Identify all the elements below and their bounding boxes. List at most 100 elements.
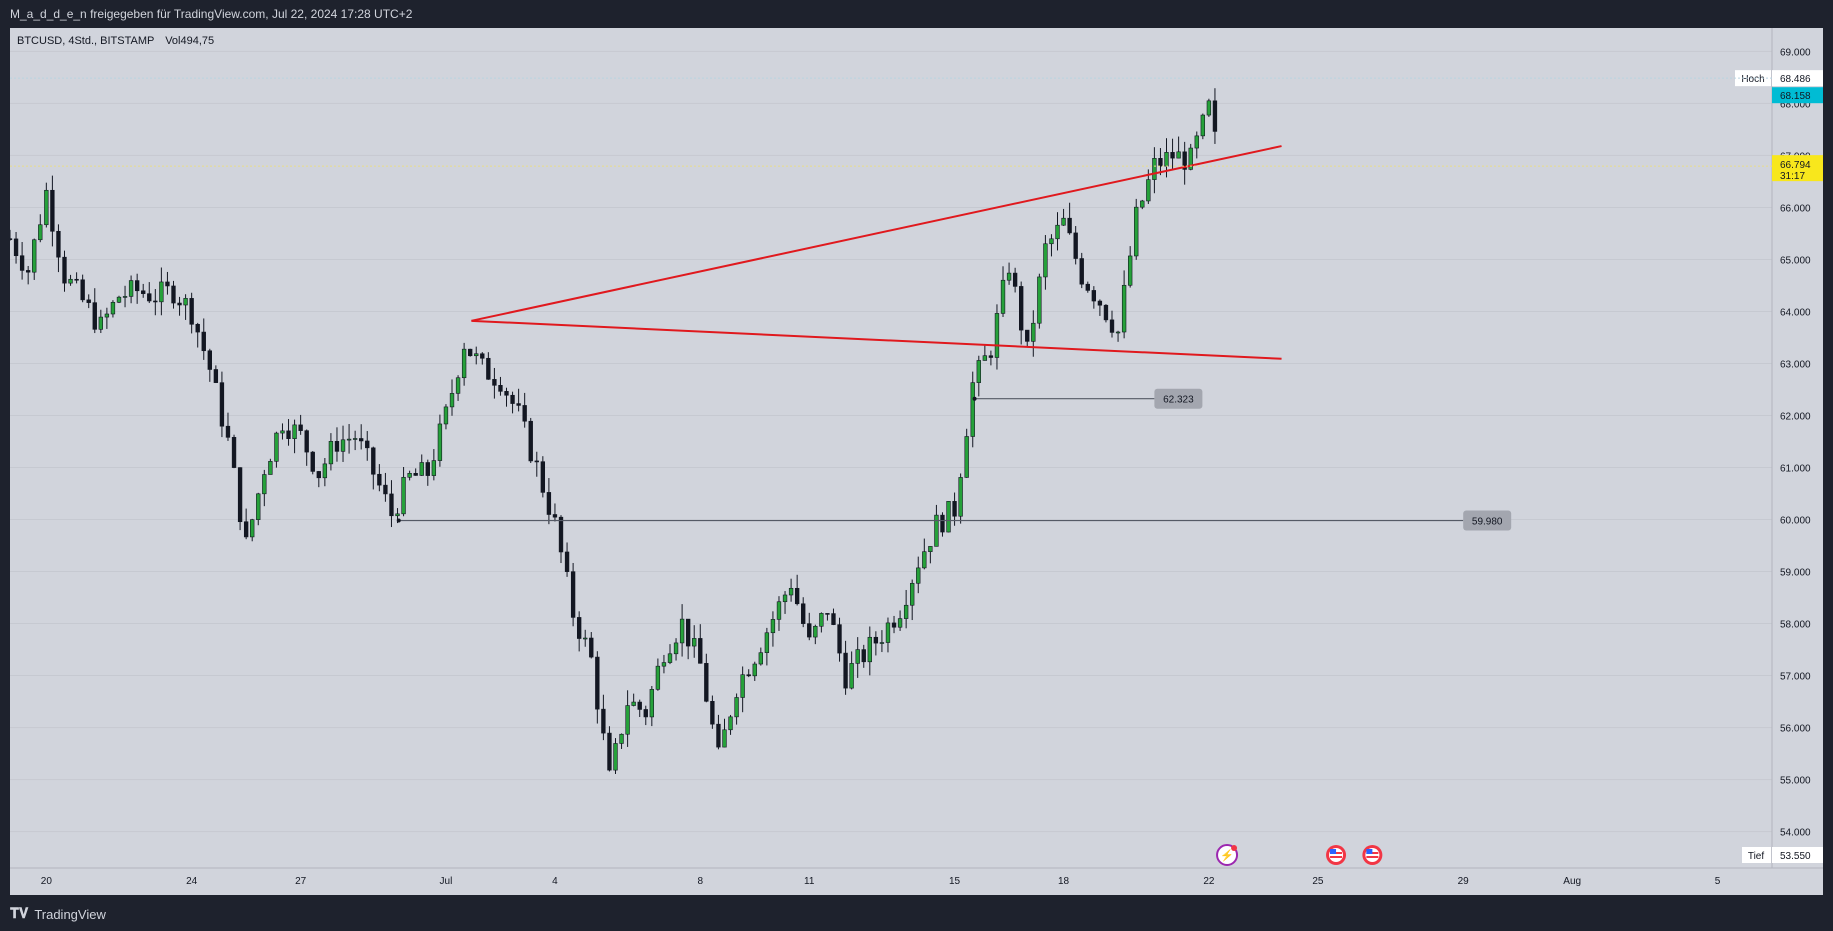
y-tick-label: 59.000	[1780, 568, 1811, 579]
candle	[310, 451, 315, 472]
candle	[867, 636, 872, 663]
candle	[643, 709, 648, 718]
candle	[256, 493, 261, 520]
candle	[613, 743, 618, 771]
symbol-legend: BTCUSD, 4Std., BITSTAMP Vol494,75	[17, 35, 214, 47]
candle	[595, 656, 600, 710]
candle	[322, 463, 328, 479]
candle	[952, 501, 957, 517]
candle	[189, 298, 194, 325]
candle	[274, 432, 279, 462]
candle	[1152, 158, 1157, 180]
y-tick-label: 57.000	[1780, 672, 1811, 683]
x-tick-label: 20	[41, 876, 53, 887]
candle	[940, 514, 945, 533]
candle	[316, 471, 321, 479]
candle	[728, 716, 733, 731]
tradingview-logo[interactable]: 𝐓𝐕 TradingView	[10, 906, 106, 922]
candle	[1158, 158, 1163, 167]
candle	[722, 729, 727, 748]
candle	[570, 571, 576, 618]
candle	[225, 425, 231, 438]
candle	[80, 279, 85, 301]
candle	[116, 296, 122, 303]
trendline	[471, 319, 1282, 360]
candle	[704, 663, 709, 702]
candle	[32, 239, 37, 273]
candle	[1049, 238, 1054, 245]
y-tick-label: 55.000	[1780, 776, 1811, 787]
candle	[631, 701, 636, 706]
y-tick-label: 54.000	[1780, 828, 1811, 839]
candle	[982, 355, 988, 361]
candle	[443, 406, 449, 425]
candle	[480, 353, 485, 359]
candle	[159, 281, 164, 303]
x-tick-label: 18	[1058, 876, 1070, 887]
candle	[449, 393, 455, 408]
candle	[692, 638, 697, 647]
candle	[104, 313, 110, 318]
candle	[201, 331, 206, 352]
candle	[455, 377, 461, 394]
candle	[1200, 114, 1206, 137]
candle	[165, 281, 170, 287]
candle	[1067, 217, 1072, 234]
high-value-badge	[1772, 70, 1823, 87]
candle	[365, 440, 370, 449]
candle	[292, 424, 297, 439]
candle	[831, 613, 836, 625]
candle	[286, 430, 291, 439]
high-tag-label: Hoch	[1741, 74, 1764, 85]
candle	[698, 638, 703, 664]
candle	[1212, 100, 1218, 132]
y-tick-label: 60.000	[1780, 516, 1811, 527]
candle	[988, 355, 994, 358]
candle	[916, 567, 921, 584]
candle	[801, 603, 806, 624]
candle	[1055, 224, 1060, 240]
candle	[540, 461, 546, 493]
candle	[431, 460, 437, 476]
candle	[855, 649, 860, 664]
candle	[1097, 300, 1103, 306]
low-tag	[1742, 846, 1771, 863]
y-tick-label: 63.000	[1780, 359, 1811, 370]
candle	[134, 280, 140, 292]
candle	[958, 477, 963, 517]
candle	[1115, 331, 1121, 334]
candle	[371, 447, 376, 475]
level-label: 59.980	[1472, 517, 1503, 528]
candle	[843, 652, 848, 689]
candle	[794, 587, 800, 605]
candle	[1170, 152, 1175, 159]
candle	[1146, 179, 1151, 202]
tradingview-logo-icon: 𝐓𝐕	[10, 906, 29, 922]
candle	[1061, 217, 1066, 226]
candle	[819, 613, 824, 627]
candle	[304, 430, 309, 453]
candle	[56, 230, 61, 258]
candle	[758, 652, 763, 665]
candle	[516, 403, 521, 406]
candle	[922, 551, 927, 569]
candle	[1085, 283, 1090, 291]
price-chart[interactable]: 69.00068.00067.00066.00065.00064.00063.0…	[10, 28, 1823, 895]
candle	[861, 649, 866, 663]
candle	[1012, 272, 1018, 287]
low-value-badge	[1772, 846, 1823, 863]
candle	[486, 357, 491, 380]
candle	[383, 484, 388, 495]
candle	[62, 256, 67, 284]
candle	[564, 551, 570, 572]
candle	[183, 298, 188, 306]
candle	[673, 642, 679, 655]
candle	[298, 424, 303, 431]
candle	[740, 674, 745, 698]
candle	[401, 476, 406, 515]
candle	[1091, 290, 1097, 302]
candle	[994, 313, 1000, 358]
symbol-info: BTCUSD, 4Std., BITSTAMP	[17, 35, 155, 47]
level-anchor	[396, 518, 401, 523]
candle	[13, 238, 19, 257]
